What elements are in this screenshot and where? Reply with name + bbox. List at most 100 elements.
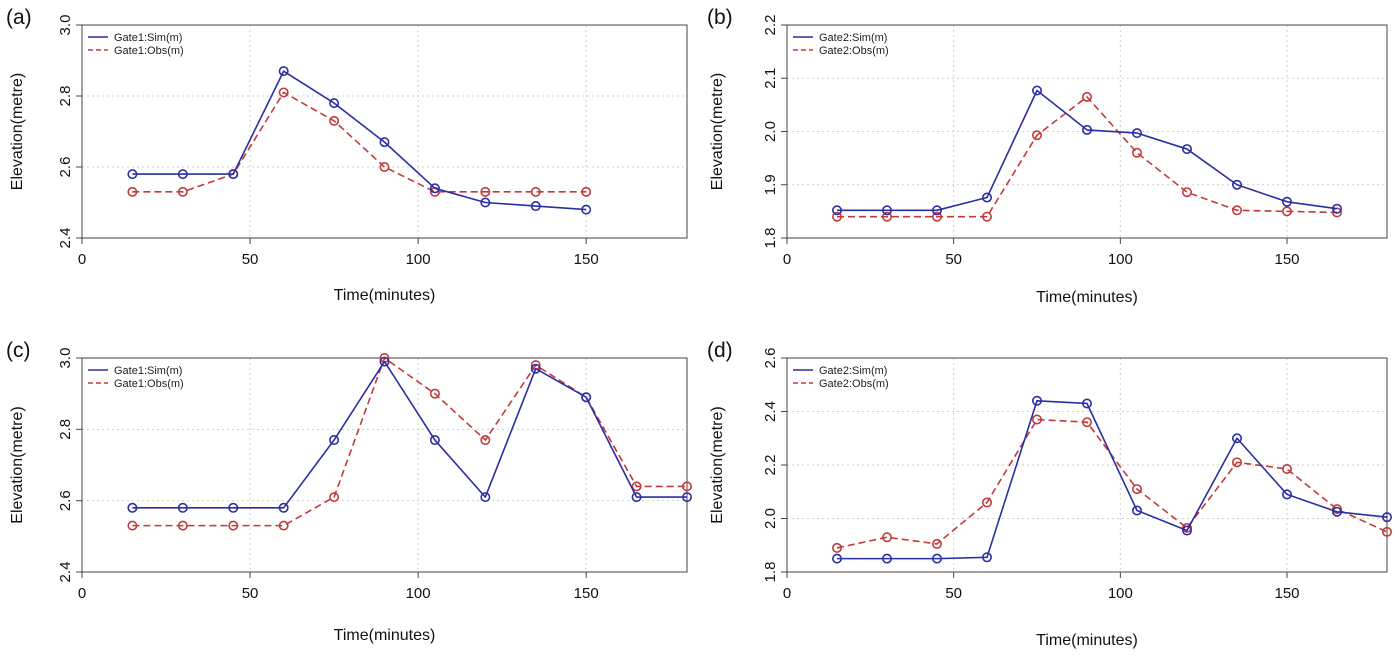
obs-data-point [1282,206,1293,217]
x-tick-label: 100 [1108,251,1133,268]
chart-panel-b: 0 50 100 150 1.8 1.9 2.0 2.1 2.2 Time(minutes) Ele… [707,6,1388,306]
obs-series-line [132,91,587,193]
y-tick-label: 2.8 [57,419,74,440]
sim-data-point [931,553,942,564]
y-tick-label: 2.4 [57,562,74,583]
x-tick-label: 50 [945,251,962,268]
sim-data-point [881,553,892,564]
x-tick-label: 150 [1274,585,1299,602]
sim-series-line [837,399,1388,560]
y-tick-label: 2.2 [762,455,779,476]
y-tick-label: 2.4 [57,228,74,249]
y-axis-title: Elevation(metre) [709,73,726,190]
legend-entry: Gate2:Sim(m) [819,365,887,377]
y-tick-label: 2.6 [762,348,779,369]
obs-data-point [831,542,842,553]
sim-data-point [278,66,289,77]
y-axis-title: Elevation(metre) [709,406,726,523]
legend-entry: Gate2:Obs(m) [819,378,889,390]
obs-data-point [278,87,289,98]
chart-panel-a: 0 50 100 150 2.4 2.6 2.8 3.0 Time(minutes) Elevat… [6,6,688,304]
y-tick-label: 1.8 [762,228,779,249]
obs-data-point [981,497,992,508]
y-tick-label: 2.6 [57,157,74,178]
obs-series-line [132,357,687,527]
sim-series-line [132,360,687,509]
sim-data-point [1282,196,1293,207]
x-tick-label: 100 [406,251,431,268]
obs-data-point [329,115,340,126]
sim-data-point [1132,505,1143,516]
obs-data-point [329,492,340,503]
obs-data-point [1232,457,1243,468]
sim-series-line [132,70,587,211]
sim-data-point [581,204,592,215]
x-axis-title: Time(minutes) [1036,632,1138,649]
sim-data-point [1382,512,1393,523]
x-tick-label: 0 [78,585,86,602]
x-tick-label: 0 [78,251,86,268]
sim-data-point [530,363,541,374]
obs-data-point [177,186,188,197]
x-tick-label: 50 [945,585,962,602]
obs-data-point [127,520,138,531]
sim-data-point [931,205,942,216]
sim-data-point [1082,398,1093,409]
sim-data-point [1182,525,1193,536]
sim-data-point [480,492,491,503]
legend-entry: Gate1:Obs(m) [114,45,184,57]
obs-data-point [1082,417,1093,428]
y-tick-label: 1.9 [762,174,779,195]
sim-data-point [379,356,390,367]
sim-data-point [1332,506,1343,517]
x-tick-label: 100 [1108,585,1133,602]
obs-data-point [228,520,239,531]
x-tick-label: 150 [1274,251,1299,268]
y-axis-title: Elevation(metre) [9,73,26,190]
sim-data-point [1282,489,1293,500]
y-tick-label: 2.0 [762,121,779,142]
legend-entry: Gate2:Sim(m) [819,32,887,44]
sim-data-point [127,169,138,180]
obs-data-point [881,211,892,222]
obs-data-point [379,162,390,173]
obs-data-point [581,186,592,197]
x-tick-label: 50 [242,251,259,268]
obs-data-point [1132,147,1143,158]
legend-entry: Gate2:Obs(m) [819,45,889,57]
obs-data-point [1032,130,1043,141]
x-axis-title: Time(minutes) [334,287,436,304]
plot-frame [81,24,688,239]
sim-data-point [881,205,892,216]
sim-data-point [681,492,692,503]
sim-data-point [127,502,138,513]
sim-data-point [1032,85,1043,96]
y-tick-label: 2.0 [762,508,779,529]
sim-data-point [228,169,239,180]
chart-panel-d: 0 50 100 150 1.8 2.0 2.2 2.4 2.6 Time(minutes) Ele… [707,339,1393,649]
sim-data-point [329,98,340,109]
obs-data-point [480,435,491,446]
sim-data-point [1182,144,1193,155]
sim-data-point [329,435,340,446]
legend-entry: Gate1:Sim(m) [114,365,182,377]
sim-data-point [278,502,289,513]
obs-data-point [1382,526,1393,537]
x-tick-label: 100 [406,585,431,602]
obs-data-point [981,211,992,222]
y-tick-label: 2.8 [57,86,74,107]
obs-data-point [127,186,138,197]
obs-data-point [881,532,892,543]
sim-data-point [1132,128,1143,139]
x-axis-title: Time(minutes) [334,627,436,644]
sim-data-point [429,435,440,446]
obs-series-line [837,96,1338,218]
sim-data-point [379,137,390,148]
sim-data-point [581,392,592,403]
sim-series-line [837,89,1338,212]
obs-data-point [278,520,289,531]
plot-frame [81,357,688,573]
obs-data-point [931,538,942,549]
x-tick-label: 150 [574,251,599,268]
sim-data-point [1232,433,1243,444]
